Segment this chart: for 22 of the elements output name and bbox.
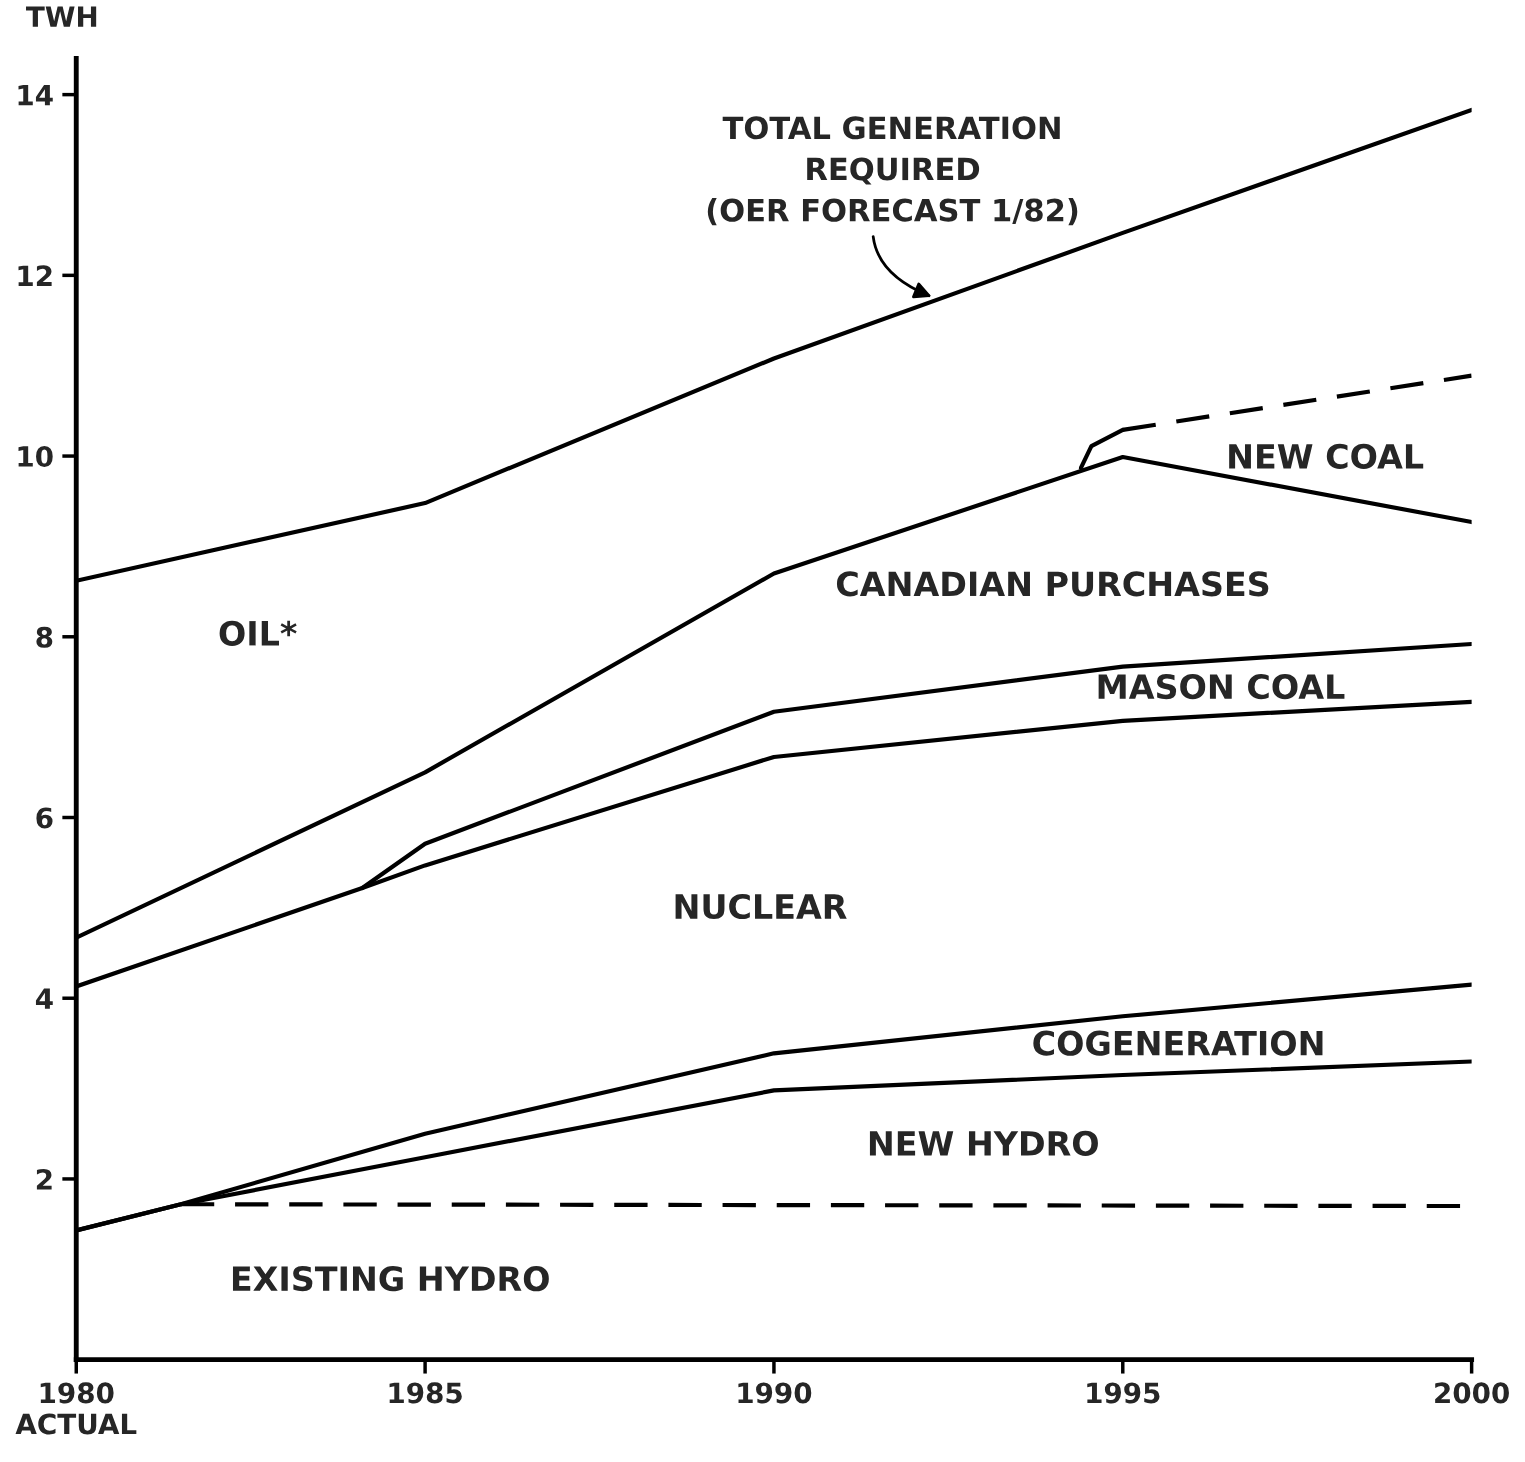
y-tick-label: 4 bbox=[35, 988, 53, 1009]
annotation: NEW COAL bbox=[1229, 443, 1424, 469]
y-tick-label: 2 bbox=[36, 1168, 52, 1190]
annotation: TOTAL GENERATION REQUIRED (OER FORECAST 1/82) bbox=[707, 116, 1078, 226]
annotation: OIL* bbox=[219, 620, 297, 646]
y-tick-label: 6 bbox=[36, 807, 53, 829]
x-tick-label: 1995 bbox=[1087, 1382, 1160, 1404]
y-tick-label: 14 bbox=[18, 84, 53, 106]
annotation: NEW HYDRO bbox=[869, 1130, 1098, 1156]
annotation: EXISTING HYDRO bbox=[232, 1266, 549, 1292]
y-tick-label: 10 bbox=[18, 446, 53, 468]
x-tick-label: 1980 ACTUAL bbox=[15, 1382, 137, 1435]
y-axis-title: TWH bbox=[26, 6, 97, 27]
y-tick-label: 8 bbox=[36, 626, 53, 648]
annotation: COGENERATION bbox=[1033, 1030, 1323, 1056]
annotation: NUCLEAR bbox=[675, 893, 847, 920]
x-tick-label: 2000 bbox=[1435, 1382, 1509, 1404]
annotation: CANADIAN PURCHASES bbox=[836, 571, 1269, 597]
x-tick-label: 1985 bbox=[389, 1382, 462, 1404]
x-tick-label: 1990 bbox=[738, 1382, 812, 1404]
y-tick-label: 12 bbox=[18, 265, 52, 286]
annotation: MASON COAL bbox=[1098, 674, 1345, 700]
